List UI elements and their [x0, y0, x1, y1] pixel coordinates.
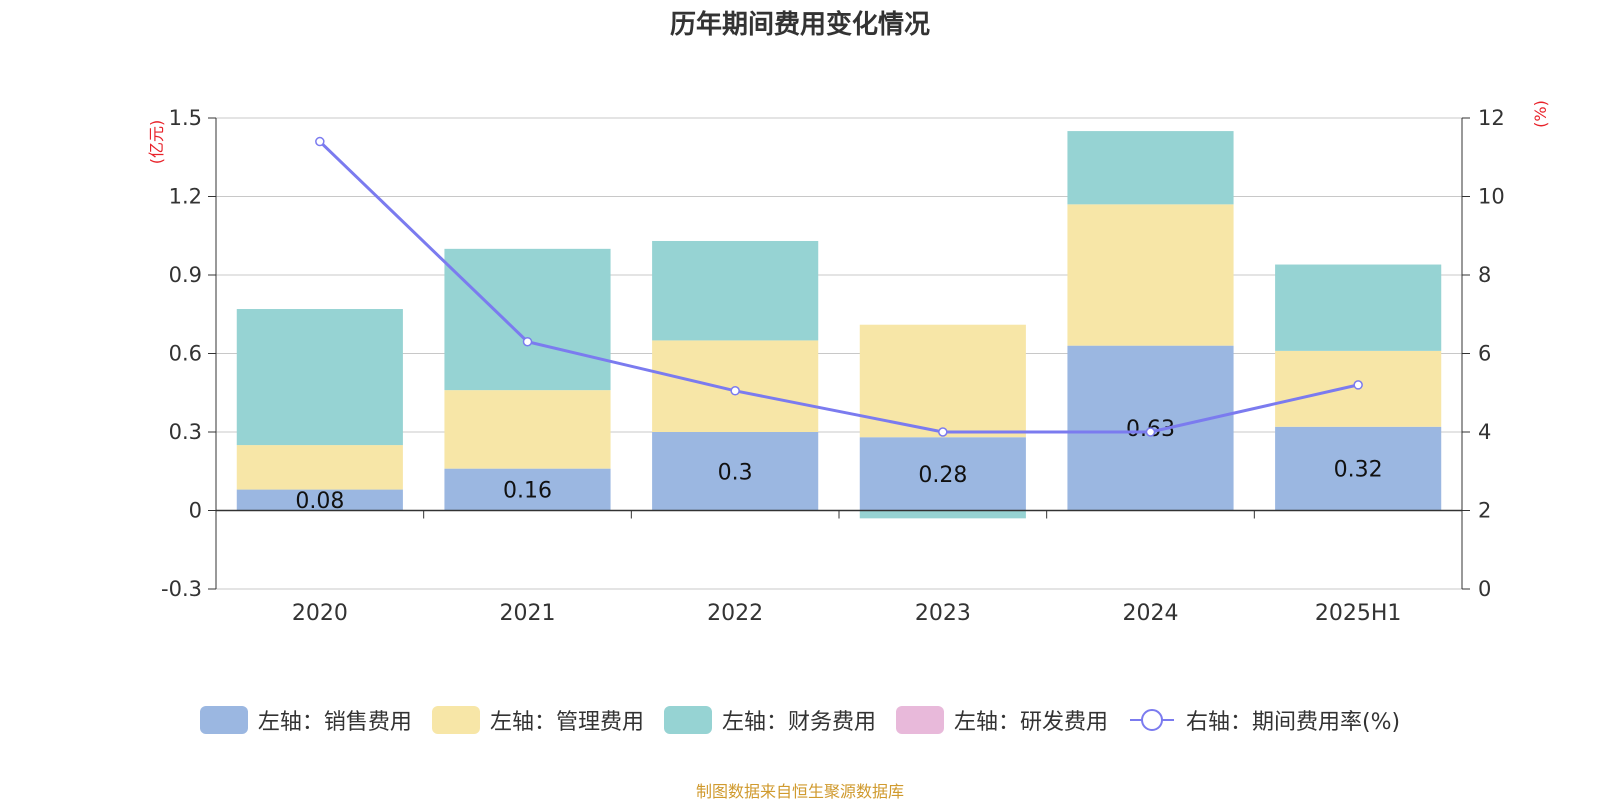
bar-admin-2024 — [1067, 204, 1234, 346]
legend-label-finance: 左轴：财务费用 — [721, 710, 876, 735]
left-axis-tick-label: 0.3 — [169, 420, 202, 444]
left-axis-tick-label: 0.6 — [169, 342, 202, 366]
x-axis-category-label: 2023 — [915, 601, 971, 626]
x-axis-category-label: 2020 — [292, 601, 348, 626]
line-point-rate — [315, 136, 325, 147]
legend-label-rate: 右轴：期间费用率(%) — [1185, 710, 1401, 735]
line-point-rate — [1145, 427, 1156, 437]
right-axis-tick-label: 0 — [1478, 577, 1491, 601]
bar-finance-2024 — [1067, 131, 1234, 205]
left-axis-unit-label: (亿元) — [147, 120, 166, 165]
bar-finance-2022 — [652, 240, 819, 341]
x-axis-category-label: 2025H1 — [1315, 601, 1402, 626]
bar-data-label: 0.3 — [718, 460, 753, 485]
bar-finance-2021 — [444, 248, 611, 391]
right-axis-unit-label: (%) — [1531, 100, 1550, 128]
legend-item-admin[interactable]: 左轴：管理费用 — [431, 704, 644, 736]
bar-admin-2021 — [444, 390, 611, 469]
legend-swatch-finance — [663, 706, 712, 734]
legend-item-sales[interactable]: 左轴：销售费用 — [199, 704, 412, 736]
bar-finance-2025H1 — [1275, 264, 1442, 351]
line-point-rate — [730, 386, 740, 396]
legend-swatch-rd — [895, 706, 944, 734]
legend-swatch-admin — [431, 706, 480, 734]
bar-sales-2023 — [859, 437, 1026, 511]
line-point-rate — [938, 427, 948, 437]
left-axis-tick-label: 0 — [189, 499, 202, 523]
bar-admin-2023 — [859, 324, 1026, 438]
right-axis-tick-label: 2 — [1478, 499, 1491, 523]
legend-item-rd[interactable]: 左轴：研发费用 — [895, 704, 1108, 736]
right-axis-tick-label: 4 — [1478, 420, 1491, 444]
legend-item-rate[interactable]: 右轴：期间费用率(%) — [1128, 704, 1400, 736]
right-axis-tick-label: 8 — [1478, 263, 1491, 287]
left-axis-tick-label: -0.3 — [161, 577, 202, 601]
x-axis-category-label: 2021 — [500, 601, 556, 626]
bar-finance-2020 — [236, 309, 403, 446]
left-axis-tick-label: 1.5 — [169, 106, 202, 130]
bar-data-label: 0.16 — [503, 479, 552, 504]
chart-title: 历年期间费用变化情况 — [669, 10, 930, 40]
bar-data-label: 0.32 — [1334, 458, 1383, 483]
bar-sales-2025H1 — [1275, 426, 1442, 511]
bar-data-label: 0.08 — [295, 489, 344, 514]
bar-data-label: 0.28 — [918, 463, 967, 488]
bar-sales-2021 — [444, 468, 611, 511]
legend-label-rd: 左轴：研发费用 — [953, 710, 1108, 735]
line-series-rate — [318, 140, 1359, 434]
left-axis-tick-label: 0.9 — [169, 263, 202, 287]
x-axis-category-label: 2024 — [1123, 601, 1179, 626]
legend-line-marker-icon — [1128, 706, 1176, 734]
x-axis-category-label: 2022 — [707, 601, 763, 626]
legend-item-finance[interactable]: 左轴：财务费用 — [663, 704, 876, 736]
line-point-rate — [522, 336, 533, 347]
bar-finance-2023 — [859, 510, 1026, 519]
right-axis-tick-label: 10 — [1478, 185, 1505, 209]
legend-label-sales: 左轴：销售费用 — [257, 710, 412, 735]
line-point-rate — [1353, 380, 1363, 390]
data-source-note: 制图数据来自恒生聚源数据库 — [695, 782, 904, 801]
chart-plot: -0.3 0 0.3 0.6 0.9 1.2 1.5 0 2 4 6 8 10 12 (亿元) (%) 2020… — [147, 100, 1550, 626]
chart-legend: 左轴：销售费用 左轴：管理费用 左轴：财务费用 左轴：研发费用 右轴：期间费用率… — [0, 704, 1600, 736]
right-axis-tick-label: 6 — [1478, 342, 1491, 366]
bar-admin-2020 — [236, 445, 403, 490]
legend-label-admin: 左轴：管理费用 — [489, 710, 644, 735]
left-axis-tick-label: 1.2 — [169, 185, 202, 209]
legend-swatch-sales — [199, 706, 248, 734]
bar-sales-2022 — [652, 432, 819, 511]
right-axis-tick-label: 12 — [1478, 106, 1505, 130]
bar-sales-2020 — [236, 489, 403, 511]
